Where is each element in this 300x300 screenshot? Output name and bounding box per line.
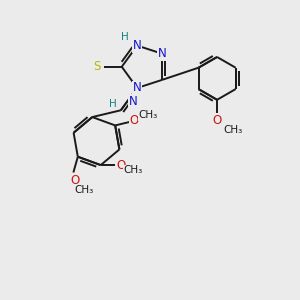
Text: CH₃: CH₃ [138, 110, 158, 120]
Text: N: N [133, 39, 142, 52]
Text: H: H [109, 99, 116, 109]
Text: N: N [158, 47, 167, 60]
Text: O: O [116, 159, 125, 172]
Text: N: N [133, 82, 142, 94]
Text: H: H [121, 32, 129, 42]
Text: CH₃: CH₃ [74, 185, 93, 195]
Text: N: N [129, 95, 138, 108]
Text: O: O [212, 113, 222, 127]
Text: CH₃: CH₃ [223, 124, 242, 134]
Text: S: S [93, 60, 101, 73]
Text: O: O [130, 114, 139, 127]
Text: O: O [70, 174, 80, 187]
Text: CH₃: CH₃ [124, 165, 143, 176]
